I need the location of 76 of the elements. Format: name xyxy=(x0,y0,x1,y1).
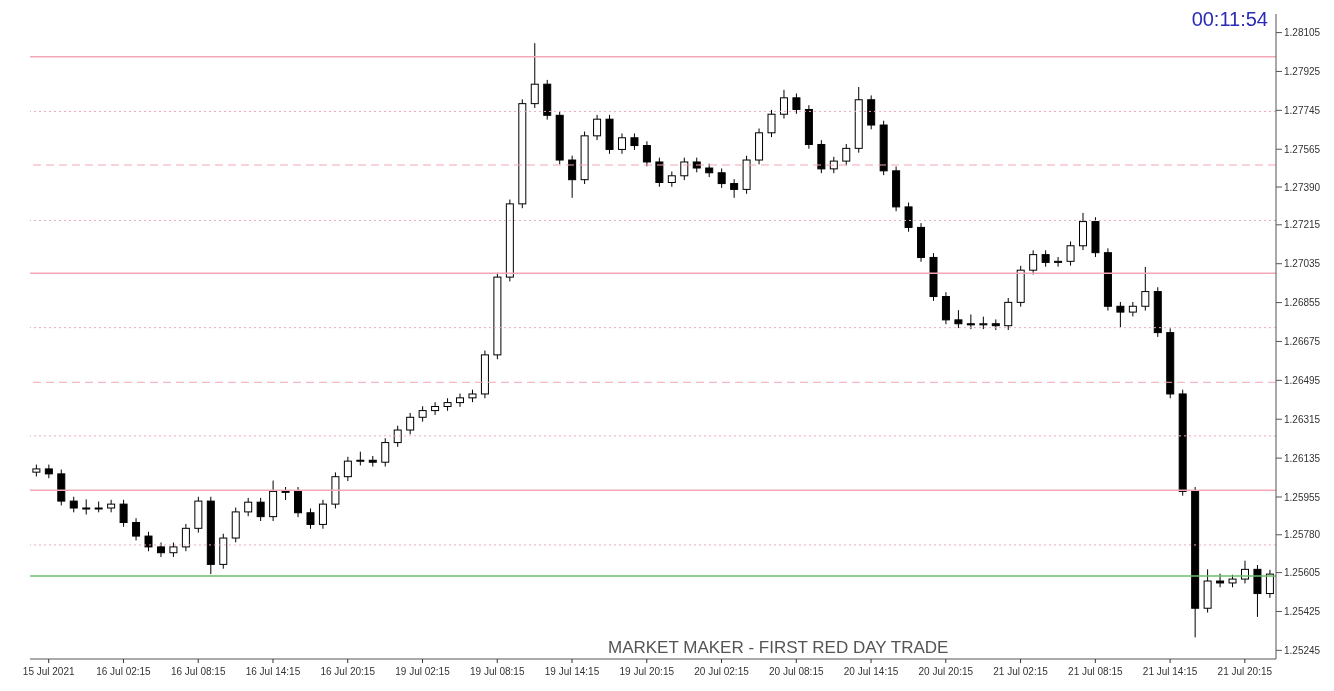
candlestick xyxy=(381,437,390,468)
x-tick-label: 16 Jul 08:15 xyxy=(170,666,226,677)
x-tick-label: 21 Jul 20:15 xyxy=(1217,666,1273,677)
candlestick xyxy=(904,202,913,233)
y-tick-label: 1.27035 xyxy=(1284,258,1321,270)
candlestick xyxy=(966,313,975,330)
x-tick-label: 16 Jul 02:15 xyxy=(96,666,152,677)
candlestick xyxy=(107,499,116,513)
candlestick xyxy=(181,523,190,552)
candlestick xyxy=(767,109,776,138)
x-tick-label: 16 Jul 20:15 xyxy=(320,666,376,677)
y-tick-label: 1.28105 xyxy=(1284,27,1321,39)
y-tick-label: 1.27390 xyxy=(1284,181,1321,193)
candlestick xyxy=(406,412,415,435)
candlestick xyxy=(680,157,689,181)
candlestick xyxy=(132,517,141,541)
x-tick-label: 20 Jul 20:15 xyxy=(918,666,974,677)
candlestick xyxy=(642,140,651,167)
candlestick xyxy=(256,497,265,522)
y-tick-label: 1.26135 xyxy=(1284,452,1321,464)
x-tick-label: 15 Jul 2021 xyxy=(22,666,75,677)
candlestick xyxy=(343,456,352,482)
candlestick xyxy=(792,92,801,115)
annotation: MARKET MAKER - FIRST RED DAY TRADE xyxy=(608,638,949,658)
candlestick xyxy=(1054,256,1063,268)
y-tick-label: 1.26675 xyxy=(1284,336,1321,348)
candlestick xyxy=(244,497,253,517)
y-tick-label: 1.25780 xyxy=(1284,529,1321,541)
candlestick xyxy=(393,425,402,448)
y-tick-label: 1.27745 xyxy=(1284,104,1321,116)
y-tick-label: 1.25955 xyxy=(1284,491,1321,503)
candlestick xyxy=(431,401,440,416)
x-tick-label: 21 Jul 14:15 xyxy=(1142,666,1198,677)
candlestick xyxy=(1116,301,1125,328)
candlestick xyxy=(530,42,539,109)
candlestick xyxy=(655,157,664,188)
y-tick-label: 1.27215 xyxy=(1284,219,1321,231)
candlestick xyxy=(842,143,851,166)
candlestick xyxy=(294,486,303,518)
y-tick-label: 1.25605 xyxy=(1284,567,1321,579)
x-tick-label: 19 Jul 02:15 xyxy=(395,666,451,677)
candlestick xyxy=(456,393,465,408)
x-tick-label: 21 Jul 02:15 xyxy=(993,666,1049,677)
x-tick-label: 20 Jul 02:15 xyxy=(694,666,750,677)
x-tick-label: 20 Jul 08:15 xyxy=(769,666,824,677)
candlestick xyxy=(717,167,726,189)
candlestick xyxy=(1004,297,1013,331)
candlestick xyxy=(1265,569,1274,599)
candlestick xyxy=(617,132,626,155)
x-tick-label: 19 Jul 20:15 xyxy=(619,666,675,677)
x-tick-label: 19 Jul 14:15 xyxy=(544,666,600,677)
candlestick xyxy=(941,291,950,325)
y-tick-label: 1.26315 xyxy=(1284,413,1321,425)
candlestick xyxy=(1029,249,1038,276)
y-tick-label: 1.25425 xyxy=(1284,606,1321,618)
candlestick xyxy=(306,507,315,530)
x-tick-label: 16 Jul 14:15 xyxy=(245,666,301,677)
y-tick-label: 1.27925 xyxy=(1284,66,1321,78)
candlestick xyxy=(593,114,602,141)
y-tick-label: 1.26855 xyxy=(1284,297,1321,309)
candlestick xyxy=(318,499,327,530)
y-tick-label: 1.26495 xyxy=(1284,374,1321,386)
candlestick xyxy=(144,531,153,552)
candlestick xyxy=(1141,266,1150,312)
y-tick-label: 1.25245 xyxy=(1284,644,1321,656)
candlestick xyxy=(730,178,739,199)
x-tick-label: 19 Jul 08:15 xyxy=(470,666,525,677)
annotation: 00:11:54 xyxy=(1191,8,1268,31)
candlestick xyxy=(779,89,788,120)
y-tick-label: 1.27565 xyxy=(1284,143,1321,155)
candlestick xyxy=(1216,573,1225,588)
candlestick xyxy=(568,155,577,199)
x-tick-label: 20 Jul 14:15 xyxy=(843,666,899,677)
x-tick-label: 21 Jul 08:15 xyxy=(1068,666,1124,677)
candlestick xyxy=(1066,240,1075,267)
candlestick xyxy=(119,499,128,528)
